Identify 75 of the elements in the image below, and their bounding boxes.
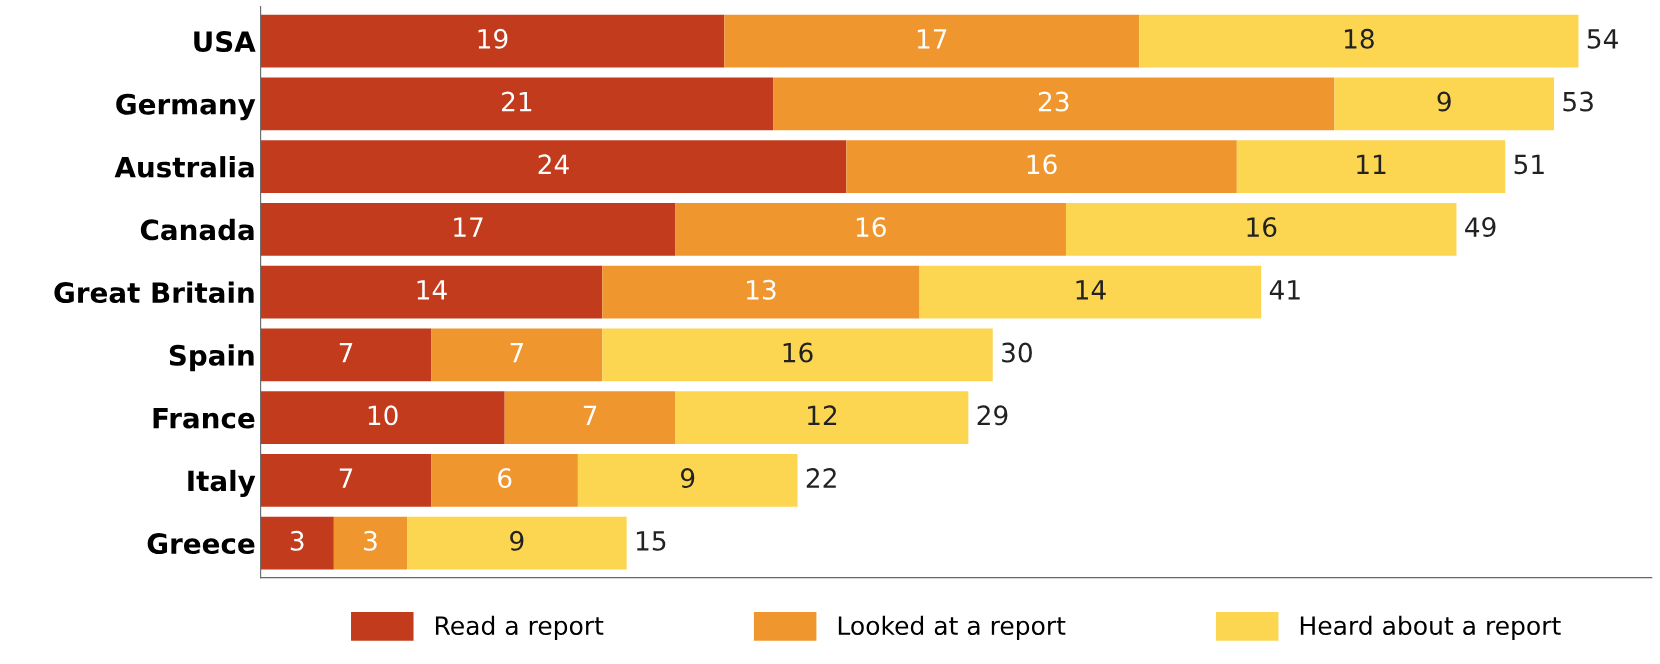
data-label: 3 xyxy=(290,530,304,551)
bar xyxy=(260,14,725,68)
legend-label: Read a report xyxy=(435,615,604,640)
total-label: 22 xyxy=(806,468,836,488)
y-tick-label: Greece xyxy=(147,533,255,555)
y-tick-label: Germany xyxy=(116,93,256,121)
total-label: 30 xyxy=(1002,342,1032,363)
data-label: 9 xyxy=(510,530,524,551)
total-label: 54 xyxy=(1587,29,1618,49)
bar xyxy=(577,454,798,507)
legend-label: Heard about a report xyxy=(1300,615,1561,640)
bar xyxy=(773,77,1335,131)
total-label: 41 xyxy=(1269,280,1300,300)
bar xyxy=(260,454,432,507)
bar xyxy=(1065,203,1457,256)
bar xyxy=(260,328,432,382)
bar xyxy=(260,391,505,445)
y-tick-label: USA xyxy=(194,31,256,53)
bar xyxy=(724,14,1140,68)
bar xyxy=(504,391,676,445)
bar xyxy=(260,140,847,194)
data-label: 9 xyxy=(1437,91,1451,112)
y-tick-label: Spain xyxy=(169,344,254,372)
data-label: 14 xyxy=(417,280,447,300)
data-label: 3 xyxy=(364,530,377,551)
data-label: 7 xyxy=(583,405,597,425)
y-tick-label: Canada xyxy=(140,218,254,241)
y-tick-label: France xyxy=(153,407,255,429)
data-label: 18 xyxy=(1344,28,1374,49)
bar xyxy=(260,203,676,256)
data-label: 16 xyxy=(1027,154,1057,175)
total-label: 49 xyxy=(1465,217,1496,238)
data-label: 7 xyxy=(510,342,524,363)
bar xyxy=(602,328,993,382)
bar xyxy=(675,391,969,445)
total-label: 29 xyxy=(977,405,1008,426)
data-label: 24 xyxy=(538,154,569,174)
bar xyxy=(260,77,774,131)
bar xyxy=(407,516,627,570)
bar xyxy=(260,265,603,319)
data-label: 12 xyxy=(808,405,837,425)
data-label: 17 xyxy=(917,29,947,49)
total-label: 51 xyxy=(1514,154,1544,175)
data-label: 6 xyxy=(498,468,512,489)
y-tick-label: Great Britain xyxy=(54,281,254,304)
data-label: 17 xyxy=(454,217,483,237)
bar xyxy=(260,516,334,570)
y-tick-label: Australia xyxy=(114,156,254,178)
bar xyxy=(675,203,1066,256)
data-label: 11 xyxy=(1357,154,1386,174)
bar xyxy=(431,328,603,382)
bar xyxy=(846,140,1237,194)
y-tick-label: Italy xyxy=(188,469,256,497)
bar xyxy=(333,516,408,570)
data-label: 16 xyxy=(1247,217,1277,238)
data-label: 10 xyxy=(368,405,398,426)
bar xyxy=(919,265,1262,319)
data-label: 23 xyxy=(1038,91,1069,112)
data-label: 21 xyxy=(502,91,532,112)
bar xyxy=(602,265,920,319)
data-label: 16 xyxy=(783,342,813,363)
total-label: 15 xyxy=(636,531,666,551)
data-label: 7 xyxy=(339,342,353,363)
data-label: 7 xyxy=(339,468,353,488)
data-label: 16 xyxy=(856,217,886,238)
total-label: 53 xyxy=(1563,91,1593,112)
bar xyxy=(1139,14,1579,68)
bar xyxy=(431,454,578,507)
data-label: 19 xyxy=(478,28,508,49)
legend-label: Looked at a report xyxy=(838,615,1066,640)
bar xyxy=(1236,140,1506,194)
data-label: 13 xyxy=(747,279,776,300)
bar xyxy=(1334,77,1555,131)
data-label: 14 xyxy=(1076,280,1106,300)
data-label: 9 xyxy=(680,468,695,489)
